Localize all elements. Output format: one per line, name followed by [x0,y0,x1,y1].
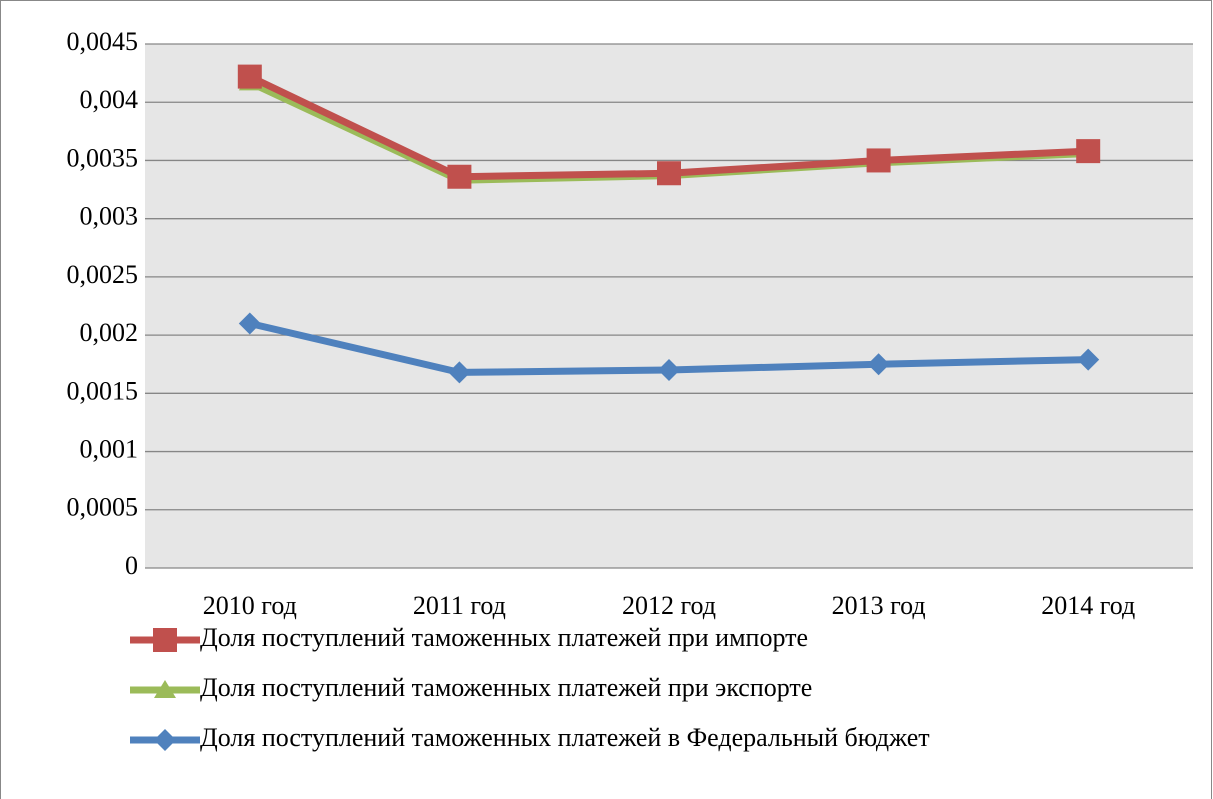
x-tick-label: 2010 год [203,591,297,620]
marker [658,359,680,382]
y-tick-label: 0,001 [80,435,139,464]
marker [657,161,681,186]
legend-label: Доля поступлений таможенных платежей при… [200,623,808,652]
y-tick-label: 0,0025 [67,260,139,289]
marker [866,148,891,173]
y-tick-label: 0 [125,551,138,580]
y-tick-label: 0,003 [80,202,139,231]
x-tick-label: 2011 год [413,591,506,620]
y-tick-label: 0,0045 [67,27,139,56]
marker [448,361,471,384]
y-tick-label: 0,0005 [67,493,139,522]
y-tick-label: 0,002 [80,318,139,347]
legend-label: Доля поступлений таможенных платежей в Ф… [200,723,930,752]
x-tick-label: 2014 год [1041,591,1135,620]
legend-marker [154,729,176,751]
x-tick-label: 2013 год [832,591,926,620]
marker [1077,348,1100,371]
plot-area [145,44,1193,568]
legend-marker [154,680,176,698]
x-tick-label: 2012 год [622,591,716,620]
marker [238,312,261,335]
legend-label: Доля поступлений таможенных платежей при… [200,673,812,702]
marker [447,164,472,189]
y-tick-label: 0,004 [80,85,139,114]
legend-marker [153,628,177,652]
marker [1076,139,1101,164]
y-tick-label: 0,0035 [67,143,139,172]
y-tick-label: 0,0015 [67,376,139,405]
marker [237,64,262,89]
marker [867,353,890,376]
